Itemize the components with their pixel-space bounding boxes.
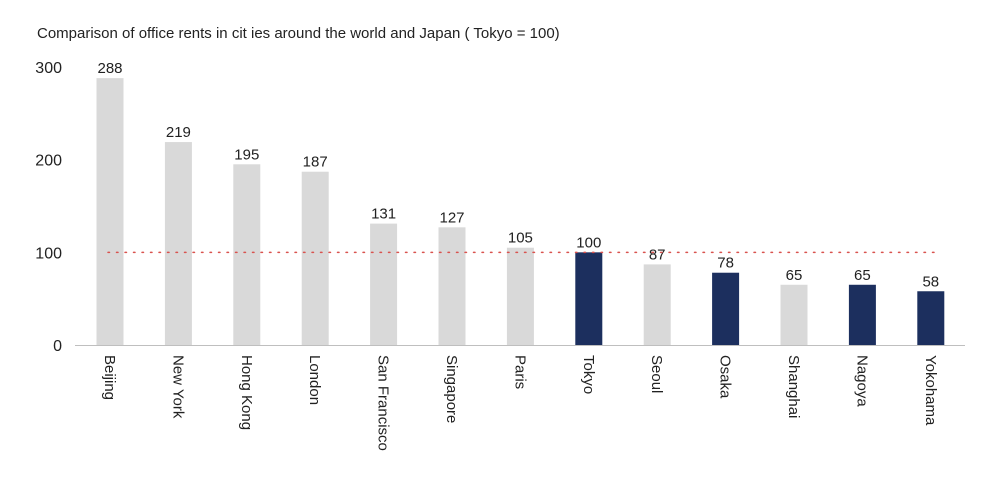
x-tick-label: Singapore [443,355,460,423]
bar-london [301,171,329,345]
data-label: 58 [922,273,939,290]
x-tick-label: Seoul [648,355,665,393]
data-label: 78 [717,255,734,272]
x-tick-label: Shanghai [785,355,802,418]
x-tick-label: Osaka [717,355,734,399]
x-tick-label: Hong Kong [238,355,255,430]
data-label: 219 [166,124,191,141]
bar-yokohama [917,291,945,345]
data-label: 131 [371,206,396,223]
bar-seoul [643,264,671,345]
data-label: 65 [786,267,803,284]
x-tick-label: New York [169,355,186,419]
bar-osaka [712,272,740,345]
data-label: 105 [508,230,533,247]
data-label: 288 [97,60,122,77]
bar-shanghai [780,284,808,345]
x-tick-label: Paris [511,355,528,389]
bar-new-york [164,142,192,345]
x-tick-label: Yokohama [922,355,939,426]
bar-hong-kong [233,164,261,345]
x-tick-label: Tokyo [580,355,597,394]
data-label: 65 [854,267,871,284]
y-tick-label: 100 [35,245,62,262]
bar-paris [506,247,534,345]
bar-tokyo [575,252,603,345]
data-label: 87 [649,246,666,263]
bar-singapore [438,227,466,345]
data-label: 127 [439,209,464,226]
x-tick-label: London [306,355,323,405]
chart-title: Comparison of office rents in cit ies ar… [37,25,560,42]
x-tick-label: Nagoya [853,355,870,407]
bar-beijing [96,78,124,346]
bar-nagoya [848,284,876,345]
x-tick-label: San Francisco [375,355,392,451]
bar-san-francisco [370,223,398,345]
y-tick-label: 300 [35,60,62,77]
data-label: 187 [303,154,328,171]
data-label: 100 [576,234,601,251]
data-label: 195 [234,146,259,163]
y-tick-label: 200 [35,153,62,170]
y-tick-label: 0 [53,338,62,355]
x-tick-label: Beijing [101,355,118,400]
